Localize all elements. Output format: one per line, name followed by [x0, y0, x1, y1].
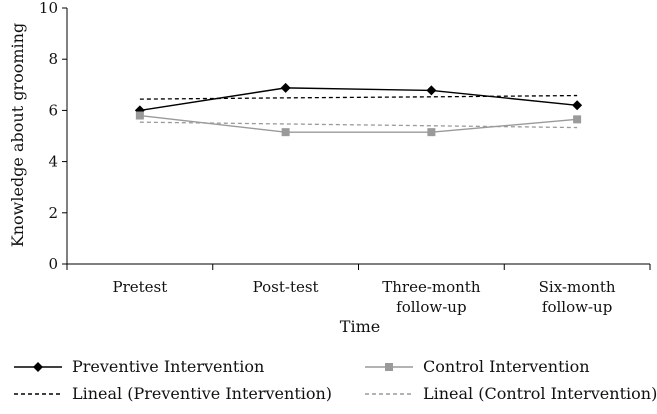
chart-axes [62, 7, 651, 270]
x-tick-label: Three-month [382, 278, 481, 296]
y-tick-label: 10 [39, 0, 58, 17]
legend-label: Control Intervention [423, 357, 590, 376]
legend-item: Preventive Intervention [14, 357, 264, 376]
legend-label: Preventive Intervention [72, 357, 264, 376]
y-tick-label: 2 [48, 204, 58, 222]
legend-item: Lineal (Control Intervention) [365, 384, 657, 403]
data-point [281, 128, 290, 137]
series-1 [134, 82, 583, 116]
series-2 [135, 111, 582, 137]
series-line [139, 114, 578, 133]
legend-item: Lineal (Preventive Intervention) [14, 384, 332, 403]
legend: Preventive Intervention Control Intervent… [14, 357, 657, 403]
data-point [135, 111, 144, 120]
data-point [572, 100, 583, 111]
x-tick-label: follow-up [542, 298, 612, 316]
legend-marker [385, 363, 393, 371]
y-tick-labels: 0 2 4 6 8 10 [39, 0, 58, 273]
series-4 [139, 121, 578, 129]
data-point [427, 128, 436, 137]
x-axis-label: Time [340, 317, 380, 336]
x-tick-label: Pretest [112, 278, 167, 296]
data-point [280, 82, 291, 93]
series-line [139, 121, 578, 129]
x-category-labels: Pretest Post-test Three-month follow-up Six-… [112, 278, 615, 316]
x-tick-label: Post-test [253, 278, 319, 296]
data-point [573, 115, 582, 124]
y-axis-label: Knowledge about grooming [8, 23, 27, 247]
plot-area [134, 82, 583, 137]
legend-label: Lineal (Control Intervention) [423, 384, 657, 403]
legend-item: Control Intervention [365, 357, 590, 376]
y-tick-label: 6 [48, 101, 58, 119]
data-point [426, 85, 437, 96]
y-tick-label: 4 [48, 153, 58, 171]
legend-marker [33, 362, 43, 372]
y-tick-label: 0 [48, 255, 58, 273]
x-tick-label: follow-up [396, 298, 466, 316]
legend-label: Lineal (Preventive Intervention) [72, 384, 332, 403]
y-tick-label: 8 [48, 50, 58, 68]
series-line [139, 87, 578, 112]
x-tick-label: Six-month [539, 278, 616, 296]
